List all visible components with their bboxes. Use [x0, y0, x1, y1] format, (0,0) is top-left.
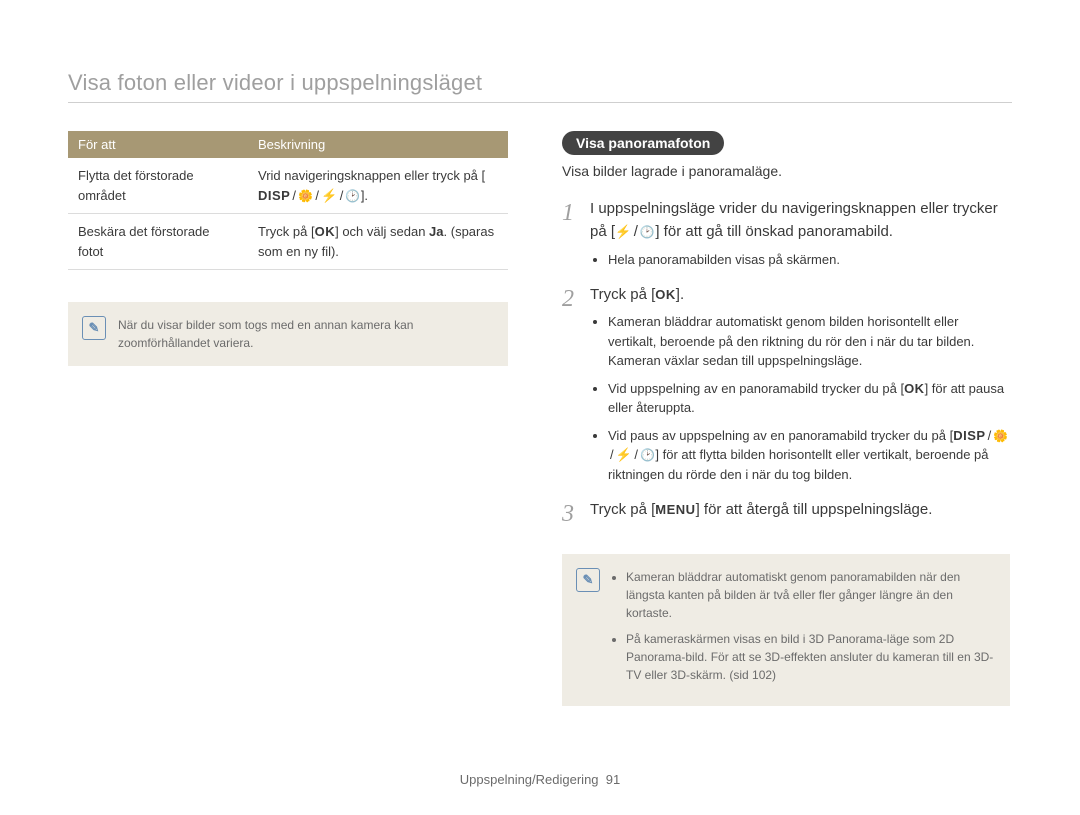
flash-icon: [321, 186, 338, 206]
text: ] och välj sedan: [335, 224, 429, 239]
disp-icon: [258, 186, 290, 206]
note-box: ✎ Kameran bläddrar automatiskt genom pan…: [562, 554, 1010, 706]
page-title: Visa foton eller videor i uppspelningslä…: [68, 70, 1012, 103]
macro-icon: [298, 186, 313, 206]
timer-icon: [345, 186, 360, 206]
section-pill: Visa panoramafoton: [562, 131, 724, 155]
list-item: Kameran bläddrar automatiskt genom bilde…: [608, 312, 1010, 371]
note-text: När du visar bilder som togs med en anna…: [118, 316, 494, 352]
list-item: Hela panoramabilden visas på skärmen.: [608, 250, 1010, 270]
timer-icon: [640, 222, 655, 242]
slash: /: [290, 188, 298, 203]
table-cell-action: Flytta det förstorade området: [68, 158, 248, 214]
ok-icon: [655, 285, 676, 305]
controls-table: För att Beskrivning Flytta det förstorad…: [68, 131, 508, 270]
footer-page-number: 91: [606, 772, 620, 787]
list-item: Kameran bläddrar automatiskt genom panor…: [626, 568, 996, 622]
ok-icon: [904, 379, 925, 399]
slash: /: [632, 223, 640, 240]
text: Tryck på [: [590, 286, 655, 303]
slash: /: [632, 447, 640, 462]
two-column-layout: För att Beskrivning Flytta det förstorad…: [68, 131, 1012, 706]
sub-list: Kameran bläddrar automatiskt genom bilde…: [590, 312, 1010, 484]
section-intro: Visa bilder lagrade i panoramaläge.: [562, 163, 1010, 179]
list-item: Vid uppspelning av en panoramabild tryck…: [608, 379, 1010, 418]
table-header-action: För att: [68, 131, 248, 158]
flash-icon: [616, 445, 633, 465]
table-header-desc: Beskrivning: [248, 131, 508, 158]
disp-icon: [953, 426, 985, 446]
slash: /: [608, 447, 616, 462]
table-cell-desc: Tryck på [] och välj sedan Ja. (sparas s…: [248, 214, 508, 270]
step-2: Tryck på []. Kameran bläddrar automatisk…: [562, 283, 1010, 484]
text: ] för att återgå till uppspelningsläge.: [696, 501, 933, 518]
text: ].: [361, 188, 368, 203]
note-icon: ✎: [576, 568, 600, 592]
ok-icon: [315, 222, 336, 242]
macro-icon: [993, 426, 1008, 446]
text: Tryck på [: [590, 501, 655, 518]
slash: /: [338, 188, 346, 203]
manual-page: Visa foton eller videor i uppspelningslä…: [0, 0, 1080, 815]
text: ] för att gå till önskad panoramabild.: [655, 223, 893, 240]
footer-section: Uppspelning/Redigering: [460, 772, 599, 787]
note-box: ✎ När du visar bilder som togs med en an…: [68, 302, 508, 366]
table-row: Flytta det förstorade området Vrid navig…: [68, 158, 508, 214]
note-list: Kameran bläddrar automatiskt genom panor…: [612, 568, 996, 692]
text: Tryck på [: [258, 224, 315, 239]
table-cell-desc: Vrid navigeringsknappen eller tryck på […: [248, 158, 508, 214]
slash: /: [313, 188, 321, 203]
sub-list: Hela panoramabilden visas på skärmen.: [590, 250, 1010, 270]
text: ].: [676, 286, 684, 303]
steps-list: I uppspelningsläge vrider du navigerings…: [562, 197, 1010, 522]
bold-text: Ja: [429, 224, 443, 239]
text: Vrid navigeringsknappen eller tryck på [: [258, 168, 485, 183]
list-item: På kameraskärmen visas en bild i 3D Pano…: [626, 630, 996, 684]
page-footer: Uppspelning/Redigering 91: [0, 772, 1080, 787]
left-column: För att Beskrivning Flytta det förstorad…: [68, 131, 508, 706]
menu-icon: [655, 500, 695, 520]
text: ] för att flytta bilden horisontellt ell…: [608, 447, 989, 482]
text: Vid paus av uppspelning av en panoramabi…: [608, 428, 953, 443]
right-column: Visa panoramafoton Visa bilder lagrade i…: [562, 131, 1010, 706]
step-3: Tryck på [ ] för att återgå till uppspeln…: [562, 498, 1010, 521]
flash-icon: [615, 222, 632, 242]
list-item: Vid paus av uppspelning av en panoramabi…: [608, 426, 1010, 485]
table-row: Beskära det förstorade fotot Tryck på []…: [68, 214, 508, 270]
note-icon: ✎: [82, 316, 106, 340]
step-1: I uppspelningsläge vrider du navigerings…: [562, 197, 1010, 269]
text: Vid uppspelning av en panoramabild tryck…: [608, 381, 904, 396]
timer-icon: [640, 445, 655, 465]
slash: /: [986, 428, 994, 443]
table-cell-action: Beskära det förstorade fotot: [68, 214, 248, 270]
